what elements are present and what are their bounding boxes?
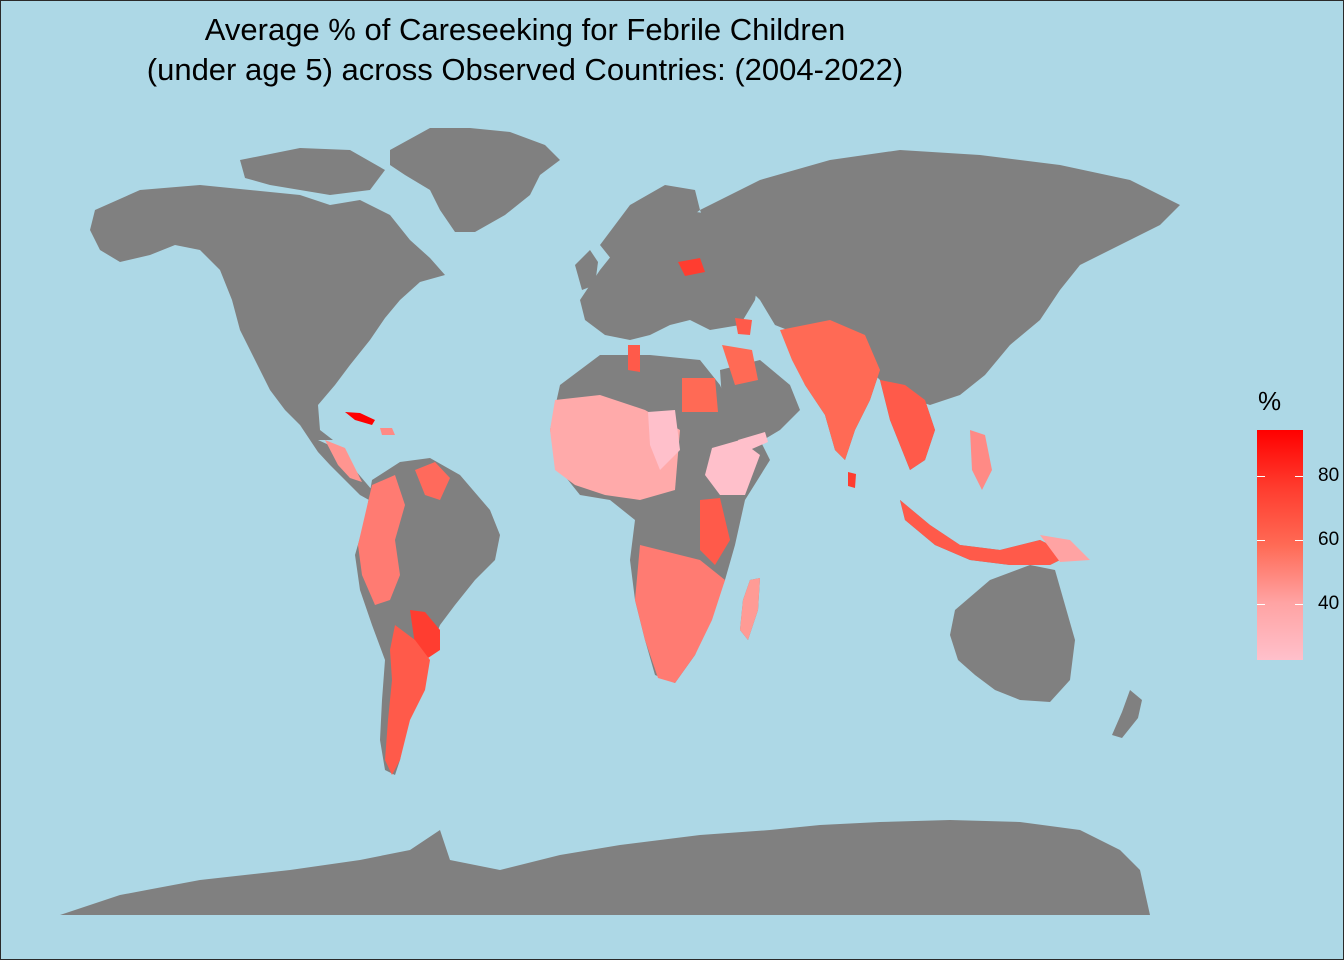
region-greenland bbox=[390, 128, 560, 232]
legend-tick-80-right bbox=[1295, 476, 1303, 477]
country-jordan-iraq bbox=[722, 345, 758, 385]
country-east-africa bbox=[700, 498, 730, 565]
map-title: Average % of Careseeking for Febrile Chi… bbox=[40, 10, 1010, 90]
country-west-africa bbox=[550, 395, 680, 500]
region-arctic-islands bbox=[240, 148, 385, 195]
region-japan bbox=[1005, 285, 1035, 345]
country-central-america-data bbox=[325, 440, 362, 482]
country-argentina bbox=[385, 625, 430, 775]
legend-label-80: 80 bbox=[1318, 465, 1340, 486]
legend-tick-60-left bbox=[1257, 540, 1265, 541]
country-myanmar-thailand bbox=[880, 380, 935, 470]
region-north-america bbox=[90, 185, 445, 440]
region-new-zealand bbox=[1112, 690, 1142, 738]
country-belarus bbox=[678, 258, 705, 276]
country-caucasus bbox=[735, 318, 752, 335]
country-venezuela-guyana bbox=[415, 462, 450, 500]
region-scandinavia bbox=[600, 185, 700, 270]
title-line-2: (under age 5) across Observed Countries:… bbox=[146, 52, 904, 87]
country-sri-lanka bbox=[848, 472, 856, 488]
region-australia bbox=[950, 565, 1075, 702]
country-indonesia-data bbox=[900, 500, 1070, 565]
country-png bbox=[1040, 535, 1090, 562]
region-antarctica bbox=[60, 820, 1150, 915]
country-tunisia bbox=[628, 345, 640, 372]
country-haiti-dr bbox=[380, 428, 395, 435]
country-egypt bbox=[682, 378, 718, 412]
legend-title: % bbox=[1258, 386, 1282, 416]
country-southern-africa bbox=[635, 545, 725, 683]
country-philippines bbox=[970, 430, 992, 490]
data-overlay bbox=[325, 258, 1090, 775]
region-uk bbox=[575, 250, 598, 290]
country-yemen bbox=[738, 432, 768, 452]
country-ethiopia-somalia bbox=[705, 440, 760, 495]
country-cuba bbox=[345, 412, 375, 425]
legend-tick-40-left bbox=[1257, 604, 1265, 605]
legend-colorbar bbox=[1257, 430, 1303, 660]
title-line-1: Average % of Careseeking for Febrile Chi… bbox=[204, 12, 846, 47]
legend-label-40: 40 bbox=[1318, 593, 1340, 614]
legend-tick-40-right bbox=[1295, 604, 1303, 605]
country-madagascar-data bbox=[740, 578, 760, 640]
legend-label-60: 60 bbox=[1318, 529, 1340, 550]
country-chad-sudan bbox=[648, 410, 680, 470]
country-india-pakistan bbox=[780, 320, 880, 460]
legend-tick-60-right bbox=[1295, 540, 1303, 541]
legend-tick-80-left bbox=[1257, 476, 1265, 477]
region-asia bbox=[700, 150, 1180, 405]
country-colombia-peru bbox=[358, 475, 405, 605]
